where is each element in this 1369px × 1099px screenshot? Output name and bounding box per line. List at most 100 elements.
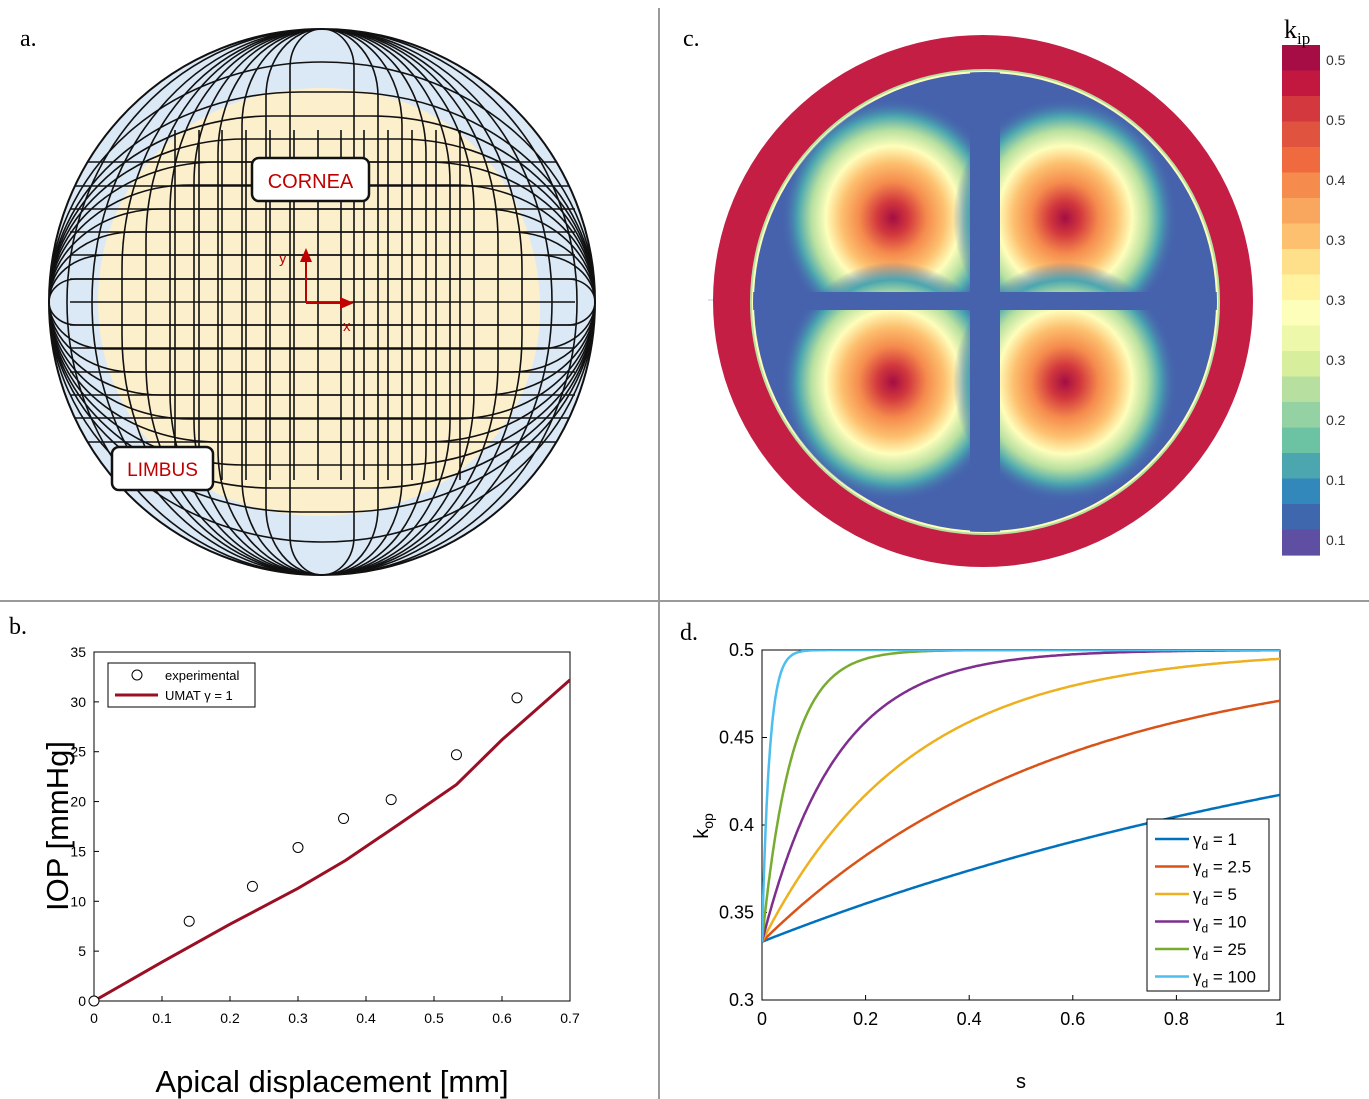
experimental-point (338, 813, 350, 825)
plot-d-ytick-label: 0.5 (729, 640, 754, 660)
colorbar-band-14 (1282, 402, 1320, 429)
plot-b-ytick-label: 5 (78, 943, 86, 959)
fiber-loop-vertical-0 (289, 29, 355, 575)
fiber-loop-vertical-9 (66, 29, 578, 575)
colorbar-tick-label: 0.4 (1326, 172, 1346, 188)
kip-peak-0 (781, 98, 1005, 338)
fiber-loop-vertical-8 (91, 29, 553, 575)
plot-d-xtick-label: 0.8 (1164, 1009, 1189, 1029)
colorbar-band-7 (1282, 223, 1320, 250)
experimental-point (450, 749, 462, 761)
colorbar-tick-label: 0.3 (1326, 352, 1346, 368)
experimental-point (385, 794, 397, 806)
plot-b-xtick-label: 0.4 (356, 1010, 376, 1026)
legend-marker-experimental (131, 669, 143, 681)
plot-b-xlabel: Apical displacement [mm] (155, 1064, 508, 1099)
plot-d-ytick-label: 0.45 (719, 728, 754, 748)
plot-b-ytick-label: 35 (70, 644, 86, 660)
plot-b-ytick-label: 25 (70, 744, 86, 760)
fiber-loop-vertical-4 (193, 29, 451, 575)
legend-label-gamma-25: γd = 25 (1193, 940, 1246, 963)
panel-d: d. 0 0.2 0.4 0.6 0.8 1 0.3 0.35 0.4 0.45 0.5 s kop γd… (680, 620, 1285, 1093)
colorbar-band-6 (1282, 198, 1320, 225)
fiber-loop-vertical-7 (121, 29, 523, 575)
limbus-label-box: LIMBUS (110, 445, 215, 492)
panel-c: c. 0.5 0.5 0.4 0.3 0.3 0.3 0.2 0.1 0.1 kip (683, 15, 1346, 567)
colorbar-tick-label: 0.3 (1326, 292, 1346, 308)
colorbar-tick-label: 0.2 (1326, 412, 1346, 428)
colorbar-band-11 (1282, 325, 1320, 352)
coordinate-axes: y x (279, 248, 354, 335)
plot-b-xtick-label: 0.3 (288, 1010, 308, 1026)
fiber-loop-vertical-5 (169, 29, 475, 575)
colorbar-band-5 (1282, 172, 1320, 199)
experimental-point (183, 915, 195, 927)
colorbar-band-19 (1282, 529, 1320, 556)
fiber-loop-horizontal-7 (49, 115, 595, 489)
series-gamma-10 (762, 650, 1280, 942)
plot-d-ytick-label: 0.35 (719, 903, 754, 923)
fiber-loop-horizontal-3 (49, 208, 595, 396)
contour-field (753, 72, 1217, 532)
fiber-loop-horizontal-2 (49, 231, 595, 373)
fiber-loop-horizontal-9 (49, 61, 595, 543)
plot-b-ytick-label: 30 (70, 694, 86, 710)
plot-b-ytick-label: 0 (78, 993, 86, 1009)
experimental-point (292, 841, 304, 853)
legend-label-umat: UMAT γ = 1 (165, 688, 233, 703)
plot-b-xtick-label: 0 (90, 1010, 98, 1026)
plot-b-ytick-label: 20 (70, 794, 86, 810)
fiber-loop-horizontal-1 (49, 254, 595, 350)
fiber-loop-vertical-2 (241, 29, 403, 575)
plot-b-frame (93, 651, 571, 1002)
fiber-loop-horizontal-0 (49, 278, 595, 326)
axis-x-label: x (343, 318, 351, 335)
plot-b-xtick-label: 0.2 (220, 1010, 240, 1026)
colorbar-band-1 (1282, 70, 1320, 97)
series-gamma-5 (762, 657, 1280, 943)
plot-d-xtick-label: 0.4 (957, 1009, 982, 1029)
series-umat-line (94, 678, 570, 1001)
plot-d-xtick-label: 0.6 (1060, 1009, 1085, 1029)
plot-d-ytick-label: 0.3 (729, 990, 754, 1010)
colorbar-band-3 (1282, 121, 1320, 148)
panel-b-letter: b. (9, 614, 27, 640)
colorbar-title: kip (1284, 15, 1310, 48)
colorbar-band-9 (1282, 274, 1320, 301)
panel-a: a. y x CORNEA LIMBUS (20, 26, 596, 576)
fiber-loop-horizontal-8 (49, 91, 595, 513)
colorbar-tick-label: 0.5 (1326, 52, 1346, 68)
colorbar-tick-label: 0.5 (1326, 112, 1346, 128)
plot-d-xtick-label: 1 (1275, 1009, 1285, 1029)
kip-peak-2 (781, 262, 1005, 502)
legend-label-gamma-2.5: γd = 2.5 (1193, 858, 1251, 881)
kip-peak-1 (953, 98, 1177, 338)
plot-d-xtick-label: 0 (757, 1009, 767, 1029)
axis-y-label: y (279, 250, 287, 267)
legend-label-gamma-100: γd = 100 (1193, 968, 1256, 991)
kip-peak-3 (953, 262, 1177, 502)
panel-b: b. 0 0.1 0.2 0.3 0.4 0.5 0.6 0.7 0 5 10 15 20 25 30 35 A… (9, 614, 580, 1099)
colorbar-band-8 (1282, 249, 1320, 276)
colorbar-band-4 (1282, 147, 1320, 174)
panel-d-letter: d. (680, 620, 698, 646)
cornea-label-box: CORNEA (250, 156, 371, 203)
limbus-label: LIMBUS (127, 460, 198, 481)
colorbar-band-18 (1282, 504, 1320, 531)
plot-d-xtick-label: 0.2 (853, 1009, 878, 1029)
plot-d-ytick-label: 0.4 (729, 815, 754, 835)
colorbar: 0.5 0.5 0.4 0.3 0.3 0.3 0.2 0.1 0.1 (1282, 45, 1346, 556)
experimental-point (511, 692, 523, 704)
colorbar-band-13 (1282, 376, 1320, 403)
cornea-label: CORNEA (268, 171, 354, 193)
colorbar-band-15 (1282, 427, 1320, 454)
colorbar-tick-label: 0.1 (1326, 532, 1346, 548)
fiber-loop-horizontal-6 (49, 138, 595, 466)
legend-label-gamma-10: γd = 10 (1193, 913, 1246, 936)
limbus-outline (48, 28, 596, 576)
fiber-loop-vertical-3 (217, 29, 427, 575)
experimental-point (88, 995, 100, 1007)
colorbar-tick-label: 0.1 (1326, 472, 1346, 488)
plot-d-xlabel: s (1016, 1071, 1026, 1093)
fiber-loop-vertical-1 (265, 29, 379, 575)
